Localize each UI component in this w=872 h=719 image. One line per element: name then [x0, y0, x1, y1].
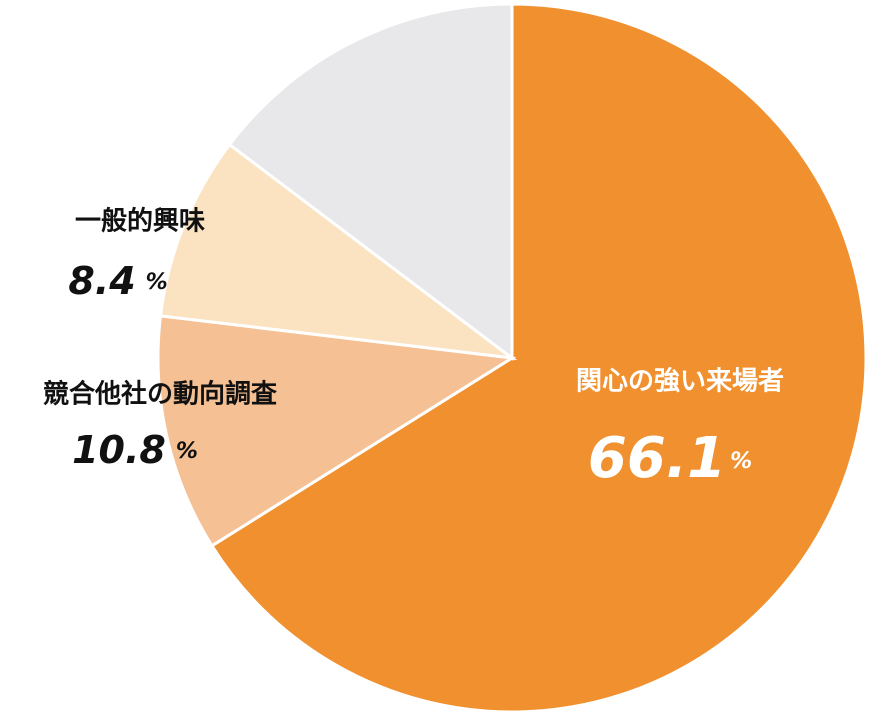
value-unit: % — [730, 449, 752, 474]
pie-slice — [156, 314, 517, 548]
slice-label: 競合他社の動向調査 — [43, 379, 277, 410]
value-label: 10.8% — [72, 428, 198, 472]
value-number: 10.8 — [72, 428, 166, 472]
slice-label: 一般的興味 — [75, 206, 205, 237]
value-number: 66.1 — [588, 426, 726, 491]
value-label: 66.1% — [588, 426, 752, 491]
value-number: 8.4 — [68, 259, 135, 303]
slice-label: 関心の強い来場者 — [576, 367, 784, 397]
value-label: 8.4% — [68, 259, 167, 303]
value-unit: % — [146, 270, 168, 295]
value-unit: % — [176, 439, 198, 464]
pie-slice — [227, 2, 514, 362]
pie-slice — [158, 142, 518, 361]
pie-slice — [209, 2, 868, 714]
